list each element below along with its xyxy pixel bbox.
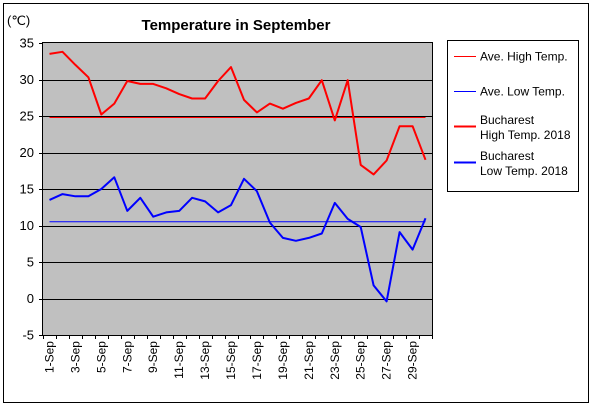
grid-lines bbox=[43, 80, 432, 300]
x-tick-label: 15-Sep bbox=[224, 341, 238, 380]
y-tick-label: 30 bbox=[20, 72, 34, 87]
x-tick-label: 29-Sep bbox=[406, 341, 420, 380]
x-tick-label: 1-Sep bbox=[42, 341, 56, 373]
x-tick-label: 3-Sep bbox=[68, 341, 82, 373]
legend-box bbox=[447, 40, 579, 192]
y-tick-label: 0 bbox=[27, 291, 34, 306]
legend: Ave. High Temp.Ave. Low Temp.BucharestHi… bbox=[454, 50, 571, 178]
x-tick-label: 27-Sep bbox=[380, 341, 394, 380]
x-tick-label: 5-Sep bbox=[94, 341, 108, 373]
x-tick-label: 13-Sep bbox=[198, 341, 212, 380]
chart-title: Temperature in September bbox=[142, 17, 331, 34]
y-unit-label: (℃) bbox=[7, 13, 30, 28]
x-tick-label: 7-Sep bbox=[120, 341, 134, 373]
y-tick-label: -5 bbox=[22, 328, 34, 343]
series-line-3 bbox=[49, 50, 427, 176]
x-tick-label: 19-Sep bbox=[276, 341, 290, 380]
x-axis: 1-Sep 3-Sep 5-Sep 7-Sep 9-Sep 11-Sep 13-Sep 15-… bbox=[42, 335, 433, 380]
x-tick-label: 21-Sep bbox=[302, 341, 316, 380]
x-tick-label: 9-Sep bbox=[146, 341, 160, 373]
y-tick-label: 5 bbox=[27, 255, 34, 270]
series-layer bbox=[49, 50, 427, 303]
x-tick-label: 23-Sep bbox=[328, 341, 342, 380]
x-tick-label: 17-Sep bbox=[250, 341, 264, 380]
y-tick-label: 15 bbox=[20, 182, 34, 197]
legend-label: Low Temp. 2018 bbox=[480, 164, 568, 178]
legend-label: Bucharest bbox=[480, 113, 535, 127]
y-tick-label: 20 bbox=[20, 145, 34, 160]
legend-label: Ave. Low Temp. bbox=[480, 85, 565, 99]
y-tick-label: 35 bbox=[20, 36, 34, 51]
x-tick-label: 25-Sep bbox=[354, 341, 368, 380]
legend-label: High Temp. 2018 bbox=[480, 128, 571, 142]
legend-label: Ave. High Temp. bbox=[480, 50, 568, 64]
x-tick-label: 11-Sep bbox=[172, 341, 186, 379]
y-tick-label: 25 bbox=[20, 109, 34, 124]
series-line-4 bbox=[49, 176, 427, 303]
legend-label: Bucharest bbox=[480, 149, 535, 163]
y-tick-label: 10 bbox=[20, 218, 34, 233]
y-axis: 35 30 25 20 15 10 5 0 -5 bbox=[20, 36, 43, 343]
